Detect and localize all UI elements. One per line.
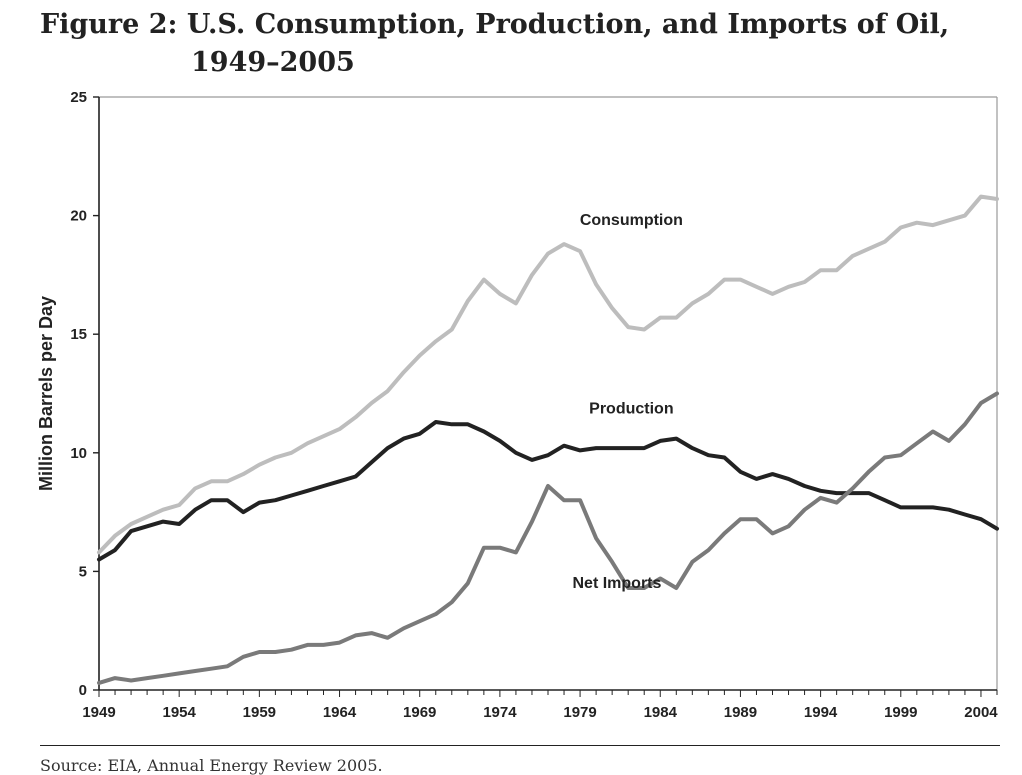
y-tick-label: 0 — [79, 682, 87, 699]
figure-title-line1: Figure 2: U.S. Consumption, Production, … — [40, 9, 950, 40]
x-tick-label: 1969 — [403, 704, 436, 721]
y-tick-label: 10 — [70, 445, 87, 462]
series-label-consumption: Consumption — [580, 212, 683, 229]
x-tick-label: 1994 — [804, 704, 838, 721]
x-tick-label: 1989 — [724, 704, 757, 721]
x-tick-label: 1959 — [243, 704, 276, 721]
x-tick-label: 1954 — [162, 704, 196, 721]
x-tick-label: 1974 — [483, 704, 517, 721]
figure-title: Figure 2: U.S. Consumption, Production, … — [40, 6, 1010, 82]
y-tick-label: 15 — [70, 326, 87, 343]
y-tick-label: 5 — [79, 563, 87, 580]
series-label-net-imports: Net Imports — [573, 575, 662, 592]
x-tick-label: 1964 — [323, 704, 357, 721]
y-tick-label: 25 — [70, 89, 87, 106]
x-tick-label: 1984 — [644, 704, 678, 721]
x-tick-label: 2004 — [964, 704, 998, 721]
x-tick-label: 1949 — [82, 704, 115, 721]
y-axis-title: Million Barrels per Day — [36, 296, 56, 491]
x-tick-label: 1999 — [884, 704, 917, 721]
source-divider — [40, 745, 1000, 746]
y-tick-label: 20 — [70, 208, 87, 225]
series-line-net-imports — [97, 391, 999, 685]
series-line-consumption — [97, 194, 999, 555]
figure-title-line2: 1949–2005 — [191, 47, 355, 78]
source-note: Source: EIA, Annual Energy Review 2005. — [40, 756, 383, 775]
series-label-production: Production — [589, 401, 673, 418]
x-tick-label: 1979 — [563, 704, 596, 721]
